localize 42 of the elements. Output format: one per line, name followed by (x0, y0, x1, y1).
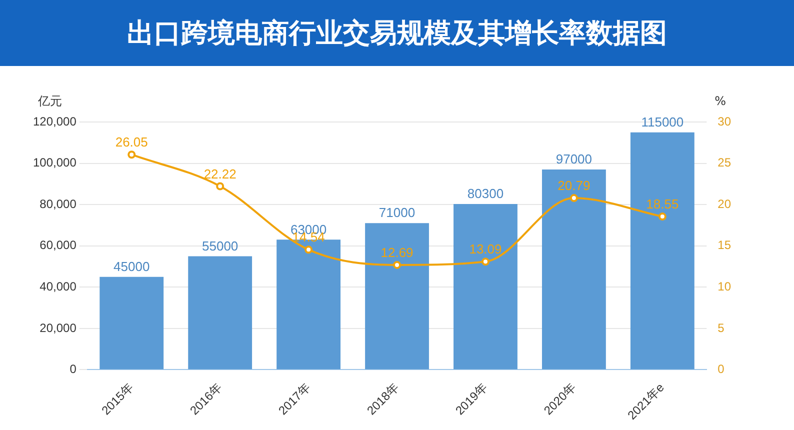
y-tick-label: 20,000 (40, 320, 77, 335)
y-tick-label: 40,000 (40, 279, 77, 294)
data-label: 97000 (556, 152, 592, 167)
y2-tick-label: 10 (718, 279, 732, 294)
y2-tick-label: 20 (718, 196, 732, 211)
data-label: 45000 (114, 258, 150, 274)
data-label: 115000 (641, 114, 684, 130)
point (658, 212, 666, 221)
bar (100, 276, 164, 370)
y-tick-label: 120,000 (32, 114, 77, 128)
data-label: 26.05 (115, 134, 148, 150)
data-label: 55000 (202, 238, 238, 254)
y2-tick-label: 5 (718, 320, 725, 335)
data-label: 20.79 (558, 178, 590, 194)
point (304, 246, 313, 254)
y-tick-label: 60,000 (40, 238, 77, 252)
point (216, 182, 224, 190)
data-label: 12.69 (380, 245, 414, 260)
data-label: 71000 (378, 205, 416, 220)
y2-tick-label: 15 (718, 238, 732, 252)
y-axis-title: 亿元 (37, 94, 62, 108)
y-tick-label: 0 (70, 362, 77, 376)
y2-tick-label: 30 (718, 114, 732, 128)
point (481, 258, 490, 266)
y2-axis-title: % (714, 94, 726, 108)
y-tick-label: 100,000 (32, 156, 77, 170)
data-label: 22.22 (204, 166, 236, 182)
y2-tick-label: 0 (718, 362, 725, 376)
bar (365, 223, 429, 370)
bar (454, 204, 518, 370)
point (570, 194, 578, 202)
point (128, 150, 136, 159)
bar (188, 256, 252, 370)
chart-title: 出口跨境电商行业交易规模及其增长率数据图 (0, 0, 794, 66)
bar (630, 132, 694, 370)
point (393, 260, 402, 269)
bar (542, 169, 606, 370)
data-label: 80300 (467, 186, 504, 202)
y-tick-label: 80,000 (40, 196, 77, 211)
data-label: 13.09 (469, 242, 502, 257)
y2-tick-label: 25 (718, 156, 732, 170)
data-label: 18.55 (646, 196, 679, 212)
